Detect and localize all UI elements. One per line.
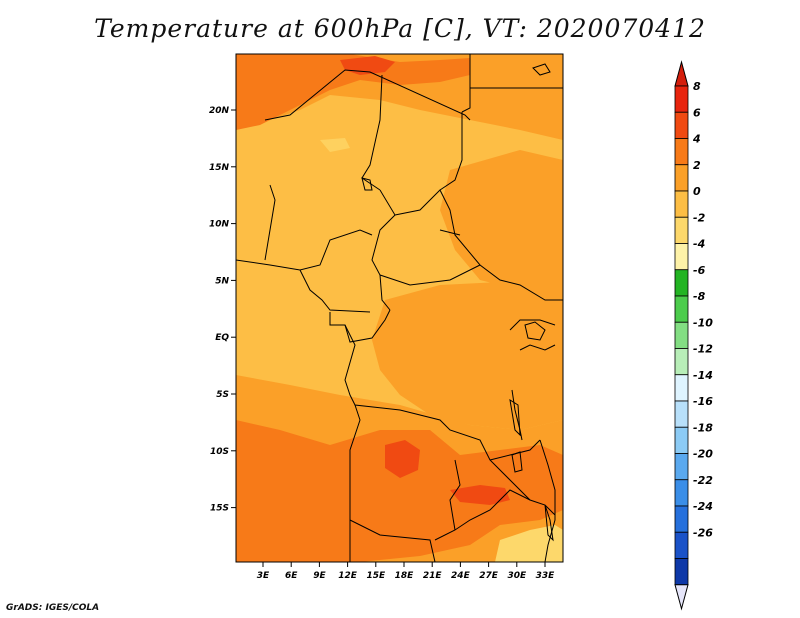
colorbar-label: 8 — [693, 80, 701, 93]
colorbar-segment — [674, 216, 689, 244]
colorbar-segment — [674, 479, 689, 507]
lakes — [361, 63, 554, 542]
colorbar-label: -22 — [693, 474, 713, 487]
lat-tick-label: 15S — [210, 504, 229, 514]
temp-band-orange-central — [372, 282, 563, 430]
temperature-field — [236, 54, 563, 562]
colorbar-label: -2 — [693, 211, 706, 224]
grads-credit: GrADS: IGES/COLA — [6, 603, 100, 613]
colorbar-segment — [674, 269, 689, 297]
lon-tick-label: 27E — [479, 571, 499, 581]
colorbar-label: -10 — [693, 316, 713, 329]
colorbar-segment — [674, 558, 689, 586]
colorbar-label: 6 — [693, 106, 701, 119]
temp-band-red-orange-zambia — [450, 485, 510, 505]
temp-band-orange-east — [440, 150, 563, 300]
temp-band-pale-sahel — [320, 138, 350, 152]
colorbar-segment — [674, 374, 689, 402]
temp-band-dark-orange-southwest — [236, 420, 563, 562]
lon-tick-label: 3E — [257, 571, 270, 581]
colorbar-segment — [674, 531, 689, 559]
colorbar-label: 2 — [693, 159, 701, 172]
map-title: Temperature at 600hPa [C], VT: 202007041… — [94, 14, 706, 43]
colorbar-label: 4 — [692, 133, 701, 146]
lat-tick-label: 5S — [216, 390, 229, 400]
colorbar-label: -20 — [693, 448, 713, 461]
temp-band-light-yellow-southeast — [495, 525, 563, 562]
lon-tick-label: 24E — [451, 571, 471, 581]
lat-tick-label: 10N — [209, 220, 230, 230]
colorbar-segment — [674, 295, 689, 323]
colorbar-label: -12 — [693, 343, 713, 356]
colorbar-top-cap — [674, 60, 689, 87]
lon-tick-label: 9E — [313, 571, 326, 581]
map-frame — [235, 53, 564, 563]
colorbar-label: -4 — [693, 238, 705, 251]
colorbar-label: -8 — [693, 290, 706, 303]
lat-tick-label: 20N — [209, 106, 230, 116]
lon-tick-label: 30E — [507, 571, 527, 581]
colorbar-label: -16 — [693, 395, 713, 408]
temp-band-red-orange-angola — [385, 440, 420, 478]
colorbar-segment — [674, 190, 689, 218]
lon-tick-label: 33E — [536, 571, 556, 581]
country-borders — [236, 54, 563, 562]
colorbar-segment — [674, 243, 689, 271]
colorbar-segment — [674, 348, 689, 376]
lon-tick-label: 18E — [395, 571, 415, 581]
lat-tick-label: EQ — [215, 333, 229, 343]
colorbar-segment — [674, 426, 689, 454]
colorbar-label: -26 — [693, 526, 713, 539]
lon-tick-label: 6E — [285, 571, 298, 581]
colorbar-label: -24 — [693, 500, 713, 513]
lon-tick-label: 15E — [366, 571, 386, 581]
colorbar-segment — [674, 164, 689, 192]
colorbar-label: 0 — [693, 185, 701, 198]
colorbar-segment — [674, 138, 689, 166]
colorbar-segment — [674, 85, 689, 113]
colorbar-label: -6 — [693, 264, 706, 277]
colorbar: 8 6 4 2 0 -2 -4 -6 -8 -10 -12 -14 -16 -18 -20 -22 -24 -26 — [674, 60, 713, 611]
colorbar-segment — [674, 321, 689, 349]
colorbar-segment — [674, 400, 689, 428]
colorbar-label: -18 — [693, 421, 713, 434]
colorbar-segment — [674, 453, 689, 481]
lat-tick-label: 15N — [209, 163, 230, 173]
colorbar-segment — [674, 111, 689, 139]
colorbar-segment — [674, 505, 689, 533]
temp-band-dark-orange-north — [236, 54, 470, 130]
lat-tick-label: 5N — [215, 276, 229, 286]
lon-tick-label: 12E — [338, 571, 358, 581]
longitude-ticks: 3E 6E 9E 12E 15E 18E 21E 24E 27E 30E 33E — [257, 562, 555, 581]
latitude-ticks: 20N 15N 10N 5N EQ 5S 10S 15S — [209, 106, 236, 514]
colorbar-bottom-cap — [674, 584, 689, 611]
lon-tick-label: 21E — [423, 571, 443, 581]
colorbar-label: -14 — [693, 369, 713, 382]
lat-tick-label: 10S — [210, 447, 229, 457]
